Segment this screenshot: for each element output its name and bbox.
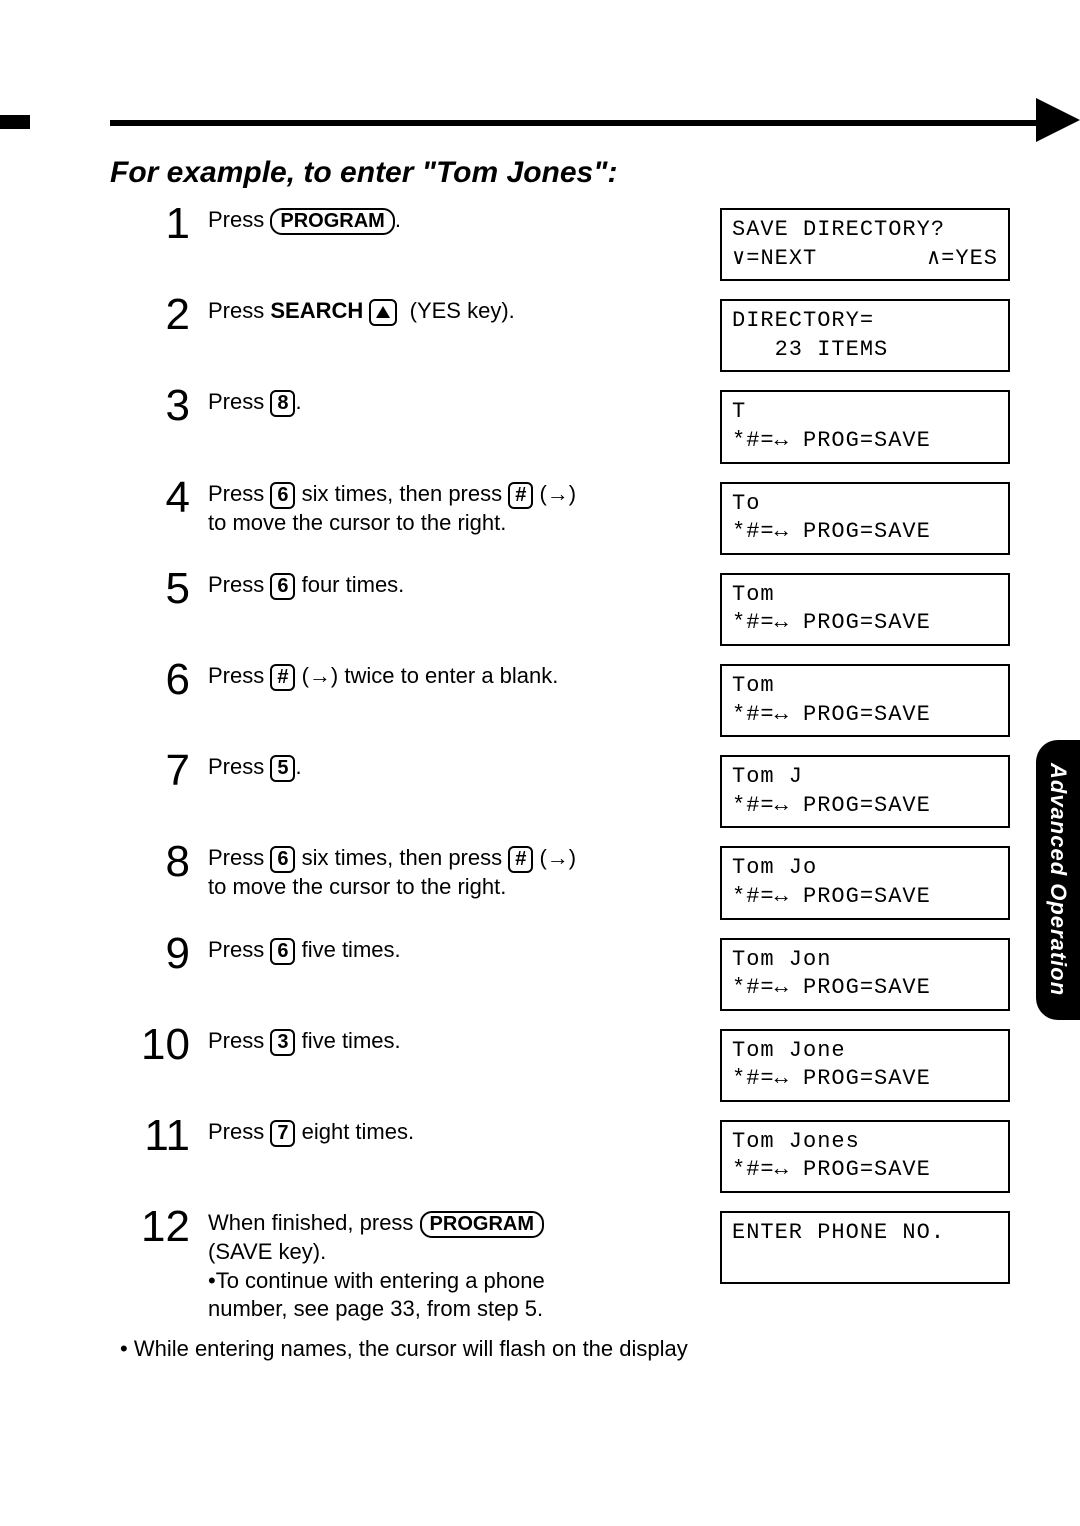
display-column: DIRECTORY= 23 ITEMS	[720, 293, 1020, 372]
lcd-display: Tom Jon*#=↔ PROG=SAVE	[720, 938, 1010, 1011]
display-column: ENTER PHONE NO.	[720, 1205, 1020, 1284]
display-line: *#=↔ PROG=SAVE	[732, 518, 998, 547]
step-instruction: Press PROGRAM.	[190, 202, 590, 235]
lcd-display: T*#=↔ PROG=SAVE	[720, 390, 1010, 463]
lcd-display: ENTER PHONE NO.	[720, 1211, 1010, 1284]
step-instruction: Press 6 four times.	[190, 567, 590, 600]
display-line: *#=↔ PROG=SAVE	[732, 1065, 998, 1094]
step-row: 4Press 6 six times, then press # (→) to …	[120, 476, 1020, 555]
step-row: 3Press 8. T*#=↔ PROG=SAVE	[120, 384, 1020, 463]
step-instruction: Press # (→) twice to enter a blank.	[190, 658, 590, 691]
step-instruction: Press 6 six times, then press # (→) to m…	[190, 476, 590, 538]
step-row: 6Press # (→) twice to enter a blank. Tom …	[120, 658, 1020, 737]
step-instruction: Press SEARCH (YES key).	[190, 293, 590, 326]
display-line: *#=↔ PROG=SAVE	[732, 792, 998, 821]
step-row: 2Press SEARCH (YES key). DIRECTORY= 23 IT…	[120, 293, 1020, 372]
display-line: Tom	[732, 672, 998, 701]
side-tab: Advanced Operation	[1036, 740, 1080, 1020]
display-line: *#=↔ PROG=SAVE	[732, 1156, 998, 1185]
lcd-display: Tom *#=↔ PROG=SAVE	[720, 664, 1010, 737]
lcd-display: Tom*#=↔ PROG=SAVE	[720, 573, 1010, 646]
step-row: 7Press 5. Tom J*#=↔ PROG=SAVE	[120, 749, 1020, 828]
display-line: Tom	[732, 581, 998, 610]
step-number: 10	[120, 1023, 190, 1067]
display-line: DIRECTORY=	[732, 307, 998, 336]
display-line: *#=↔ PROG=SAVE	[732, 701, 998, 730]
step-instruction: Press 8.	[190, 384, 590, 417]
display-column: Tom Jones*#=↔ PROG=SAVE	[720, 1114, 1020, 1193]
step-instruction: Press 6 six times, then press # (→) to m…	[190, 840, 590, 902]
lcd-display: SAVE DIRECTORY?∨=NEXT∧=YES	[720, 208, 1010, 281]
page-body: For example, to enter "Tom Jones": 1Pres…	[0, 0, 1080, 1392]
step-row: 12When finished, press PROGRAM (SAVE key…	[120, 1205, 1020, 1324]
display-line: *#=↔ PROG=SAVE	[732, 974, 998, 1003]
display-line: SAVE DIRECTORY?	[732, 216, 998, 245]
display-line: *#=↔ PROG=SAVE	[732, 609, 998, 638]
display-line: ENTER PHONE NO.	[732, 1219, 998, 1248]
display-column: Tom *#=↔ PROG=SAVE	[720, 658, 1020, 737]
footnote-text: • While entering names, the cursor will …	[120, 1336, 1020, 1362]
display-column: Tom*#=↔ PROG=SAVE	[720, 567, 1020, 646]
step-row: 8Press 6 six times, then press # (→) to …	[120, 840, 1020, 919]
steps-list: 1Press PROGRAM. SAVE DIRECTORY?∨=NEXT∧=YE…	[120, 202, 1020, 1324]
display-column: Tom Jone*#=↔ PROG=SAVE	[720, 1023, 1020, 1102]
step-instruction: Press 6 five times.	[190, 932, 590, 965]
step-number: 1	[120, 202, 190, 246]
step-number: 7	[120, 749, 190, 793]
step-row: 10Press 3 five times. Tom Jone*#=↔ PROG=S…	[120, 1023, 1020, 1102]
lcd-display: DIRECTORY= 23 ITEMS	[720, 299, 1010, 372]
lcd-display: Tom J*#=↔ PROG=SAVE	[720, 755, 1010, 828]
display-column: Tom Jon*#=↔ PROG=SAVE	[720, 932, 1020, 1011]
step-number: 4	[120, 476, 190, 520]
display-column: SAVE DIRECTORY?∨=NEXT∧=YES	[720, 202, 1020, 281]
display-line: Tom J	[732, 763, 998, 792]
page-bottom-cutoff	[0, 1486, 1080, 1526]
step-number: 11	[120, 1114, 190, 1158]
display-line: Tom Jones	[732, 1128, 998, 1157]
step-number: 9	[120, 932, 190, 976]
lcd-display: Tom Jone*#=↔ PROG=SAVE	[720, 1029, 1010, 1102]
display-line: 23 ITEMS	[732, 336, 998, 365]
display-column: To*#=↔ PROG=SAVE	[720, 476, 1020, 555]
top-rule	[110, 120, 1040, 126]
step-instruction: Press 3 five times.	[190, 1023, 590, 1056]
lcd-display: Tom Jones*#=↔ PROG=SAVE	[720, 1120, 1010, 1193]
display-line: Tom Jon	[732, 946, 998, 975]
display-column: Tom J*#=↔ PROG=SAVE	[720, 749, 1020, 828]
step-row: 11Press 7 eight times. Tom Jones*#=↔ PROG…	[120, 1114, 1020, 1193]
lcd-display: To*#=↔ PROG=SAVE	[720, 482, 1010, 555]
display-line: Tom Jo	[732, 854, 998, 883]
display-line: To	[732, 490, 998, 519]
display-line: ∨=NEXT∧=YES	[732, 245, 998, 274]
section-heading: For example, to enter "Tom Jones":	[110, 156, 1020, 190]
step-number: 8	[120, 840, 190, 884]
step-instruction: When finished, press PROGRAM (SAVE key).…	[190, 1205, 590, 1324]
step-row: 5Press 6 four times. Tom*#=↔ PROG=SAVE	[120, 567, 1020, 646]
display-column: T*#=↔ PROG=SAVE	[720, 384, 1020, 463]
lcd-display: Tom Jo*#=↔ PROG=SAVE	[720, 846, 1010, 919]
step-number: 3	[120, 384, 190, 428]
step-instruction: Press 5.	[190, 749, 590, 782]
display-column: Tom Jo*#=↔ PROG=SAVE	[720, 840, 1020, 919]
arrow-right-icon	[1036, 98, 1080, 142]
step-number: 12	[120, 1205, 190, 1249]
display-line: *#=↔ PROG=SAVE	[732, 427, 998, 456]
side-tab-label: Advanced Operation	[1045, 763, 1071, 996]
step-number: 2	[120, 293, 190, 337]
step-number: 5	[120, 567, 190, 611]
step-instruction: Press 7 eight times.	[190, 1114, 590, 1147]
display-line: *#=↔ PROG=SAVE	[732, 883, 998, 912]
display-line	[732, 1248, 998, 1277]
step-row: 9Press 6 five times. Tom Jon*#=↔ PROG=SAV…	[120, 932, 1020, 1011]
display-line: Tom Jone	[732, 1037, 998, 1066]
step-number: 6	[120, 658, 190, 702]
display-line: T	[732, 398, 998, 427]
step-row: 1Press PROGRAM. SAVE DIRECTORY?∨=NEXT∧=YE…	[120, 202, 1020, 281]
